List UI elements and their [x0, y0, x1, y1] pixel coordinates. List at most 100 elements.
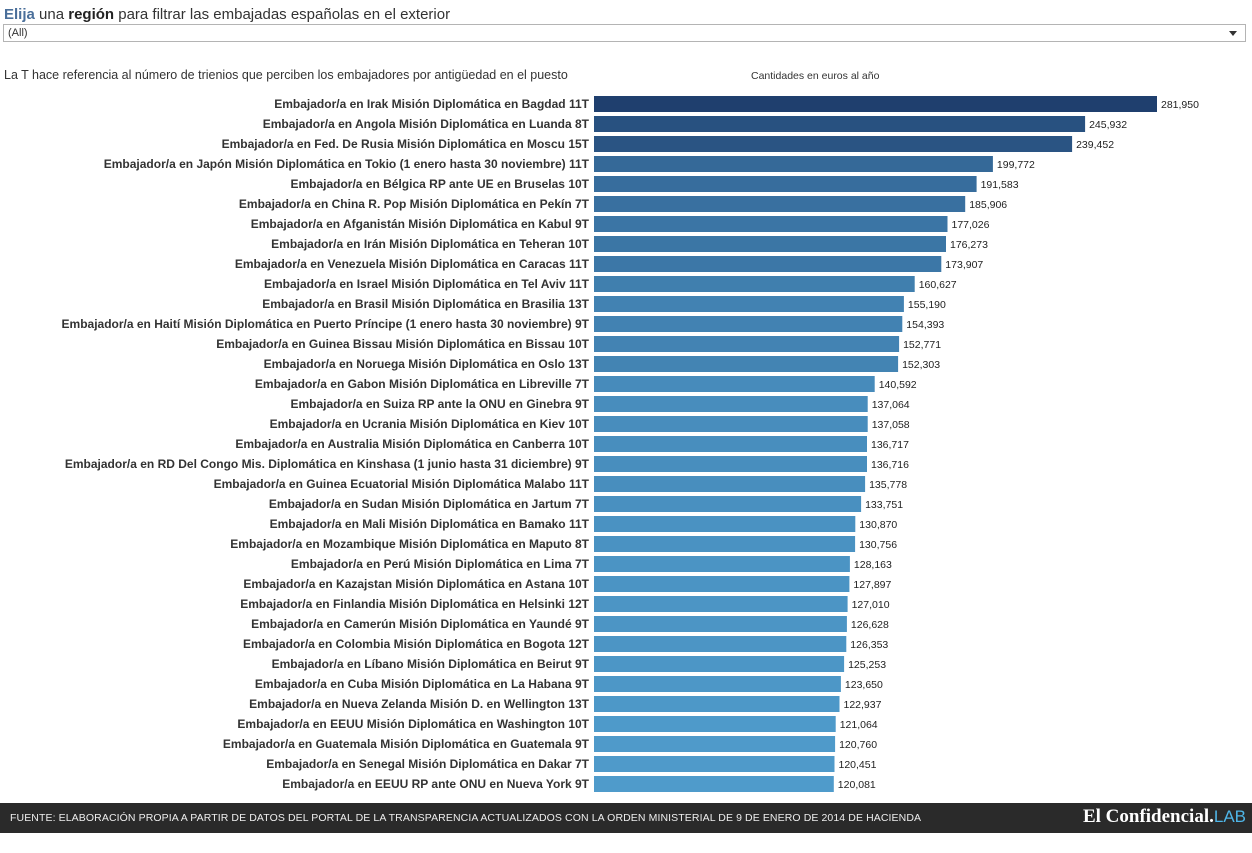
category-label: Embajador/a en Australia Misión Diplomát… [235, 437, 589, 451]
salary-bar-chart: Embajador/a en Irak Misión Diplomática e… [62, 96, 1199, 792]
bar[interactable] [594, 416, 868, 432]
bar[interactable] [594, 176, 977, 192]
category-label: Embajador/a en Kazajstan Misión Diplomát… [243, 577, 589, 591]
bar[interactable] [594, 356, 899, 372]
category-label: Embajador/a en Líbano Misión Diplomática… [272, 657, 590, 671]
value-label: 137,064 [872, 399, 910, 411]
bar[interactable] [594, 316, 903, 332]
category-label: Embajador/a en Gabon Misión Diplomática … [255, 377, 590, 391]
value-label: 199,772 [997, 159, 1035, 171]
bar[interactable] [594, 516, 856, 532]
bar[interactable] [594, 776, 834, 792]
value-label: 128,163 [854, 559, 892, 571]
bar[interactable] [594, 476, 866, 492]
bar[interactable] [594, 696, 840, 712]
category-label: Embajador/a en RD Del Congo Mis. Diplomá… [65, 457, 590, 471]
value-label: 127,897 [853, 579, 891, 591]
value-label: 120,081 [838, 779, 876, 791]
logo-lab: LAB [1213, 807, 1246, 826]
value-label: 173,907 [945, 259, 983, 271]
category-label: Embajador/a en Camerún Misión Diplomátic… [251, 617, 590, 631]
logo-main: El Confidencial. [1082, 806, 1214, 827]
value-label: 154,393 [906, 319, 944, 331]
bar[interactable] [594, 716, 836, 732]
bar[interactable] [594, 756, 835, 772]
bar[interactable] [594, 376, 875, 392]
footer: FUENTE: ELABORACIÓN PROPIA A PARTIR DE D… [0, 803, 1252, 833]
category-label: Embajador/a en Sudan Misión Diplomática … [269, 497, 590, 511]
category-label: Embajador/a en Israel Misión Diplomática… [264, 277, 590, 291]
bar[interactable] [594, 536, 856, 552]
prompt-elija: Elija [4, 6, 35, 23]
value-label: 125,253 [848, 659, 886, 671]
value-label: 120,760 [839, 739, 877, 751]
category-label: Embajador/a en Perú Misión Diplomática e… [291, 557, 590, 571]
value-label: 121,064 [840, 719, 878, 731]
category-label: Embajador/a en EEUU Misión Diplomática e… [237, 717, 589, 731]
value-label: 127,010 [852, 599, 890, 611]
category-label: Embajador/a en Cuba Misión Diplomática e… [255, 677, 590, 691]
bar[interactable] [594, 396, 868, 412]
prompt-region: región [68, 6, 115, 23]
category-label: Embajador/a en Irak Misión Diplomática e… [274, 97, 589, 111]
bar[interactable] [594, 596, 848, 612]
category-label: Embajador/a en Bélgica RP ante UE en Bru… [290, 177, 589, 191]
category-label: Embajador/a en Brasil Misión Diplomática… [262, 297, 589, 311]
category-label: Embajador/a en Suiza RP ante la ONU en G… [290, 397, 589, 411]
value-label: 177,026 [952, 219, 990, 231]
el-confidencial-lab-logo[interactable]: El Confidencial.LAB [1083, 806, 1246, 828]
category-label: Embajador/a en Japón Misión Diplomática … [104, 157, 590, 171]
value-label: 126,628 [851, 619, 889, 631]
bar[interactable] [594, 96, 1157, 112]
prompt-text-b: para filtrar las embajadas españolas en … [114, 6, 451, 23]
category-label: Embajador/a en Mozambique Misión Diplomá… [230, 537, 589, 551]
value-label: 281,950 [1161, 99, 1199, 111]
bar[interactable] [594, 576, 850, 592]
value-label: 191,583 [981, 179, 1019, 191]
bar[interactable] [594, 616, 847, 632]
bar[interactable] [594, 436, 867, 452]
bar[interactable] [594, 556, 850, 572]
bar[interactable] [594, 336, 900, 352]
bar[interactable] [594, 456, 867, 472]
value-label: 126,353 [850, 639, 888, 651]
bar[interactable] [594, 296, 904, 312]
value-label: 152,303 [902, 359, 940, 371]
category-label: Embajador/a en Venezuela Misión Diplomát… [235, 257, 590, 271]
value-label: 130,870 [859, 519, 897, 531]
bar[interactable] [594, 216, 948, 232]
bar[interactable] [594, 496, 862, 512]
value-label: 155,190 [908, 299, 946, 311]
category-label: Embajador/a en Haití Misión Diplomática … [62, 317, 590, 331]
category-label: Embajador/a en Ucrania Misión Diplomátic… [270, 417, 590, 431]
category-label: Embajador/a en Afganistán Misión Diplomá… [251, 217, 590, 231]
bar[interactable] [594, 196, 966, 212]
bar[interactable] [594, 256, 942, 272]
bar[interactable] [594, 636, 847, 652]
value-label: 137,058 [872, 419, 910, 431]
category-label: Embajador/a en EEUU RP ante ONU en Nueva… [282, 777, 589, 791]
chart-title: Cantidades en euros al año [751, 70, 880, 82]
prompt-text-a: una [34, 6, 69, 23]
bar[interactable] [594, 736, 836, 752]
category-label: Embajador/a en Guinea Ecuatorial Misión … [214, 477, 590, 491]
bar[interactable] [594, 236, 946, 252]
bar[interactable] [594, 156, 993, 172]
bar[interactable] [594, 676, 841, 692]
category-label: Embajador/a en Nueva Zelanda Misión D. e… [249, 697, 590, 711]
category-label: Embajador/a en Colombia Misión Diplomáti… [243, 637, 590, 651]
region-filter-dropdown[interactable]: (All) [3, 24, 1246, 42]
value-label: 135,778 [869, 479, 907, 491]
category-label: Embajador/a en Guinea Bissau Misión Dipl… [216, 337, 589, 351]
bar[interactable] [594, 116, 1086, 132]
bar[interactable] [594, 276, 915, 292]
value-label: 185,906 [969, 199, 1007, 211]
chevron-down-icon[interactable] [1229, 31, 1237, 36]
bar[interactable] [594, 136, 1073, 152]
filter-prompt: Elija una región para filtrar las embaja… [4, 6, 450, 23]
value-label: 176,273 [950, 239, 988, 251]
category-label: Embajador/a en China R. Pop Misión Diplo… [239, 197, 590, 211]
category-label: Embajador/a en Angola Misión Diplomática… [263, 117, 590, 131]
category-label: Embajador/a en Guatemala Misión Diplomát… [223, 737, 590, 751]
bar[interactable] [594, 656, 845, 672]
